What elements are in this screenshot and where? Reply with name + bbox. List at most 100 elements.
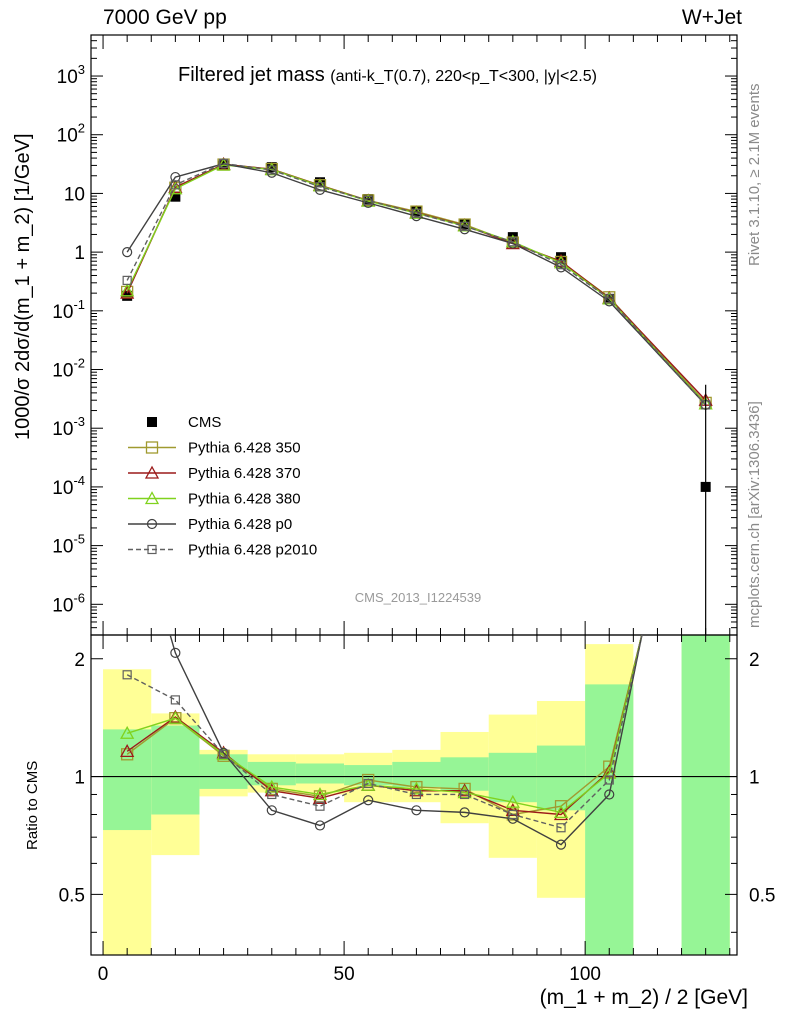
ratio-plot-frame — [90, 634, 738, 956]
ratio-point — [505, 794, 520, 808]
main-y-tick-label: 10-4 — [52, 473, 85, 499]
legend-marker — [144, 491, 160, 505]
ratio-point — [314, 820, 326, 831]
x-tick-label: 50 — [334, 964, 355, 985]
inner-band-bin — [585, 684, 634, 955]
main-y-tick-label: 10-1 — [52, 297, 85, 323]
ratio-series-line — [126, 635, 643, 814]
ratio-point — [505, 802, 520, 816]
ratio-y-tick-label: 0.5 — [749, 885, 775, 906]
main-y-tick-label: 10-2 — [52, 356, 85, 382]
ratio-point — [218, 749, 229, 759]
main-y-tick-label: 10-6 — [52, 590, 85, 616]
data-point — [120, 283, 135, 297]
series-5 — [122, 158, 711, 410]
plot-title-sub: (anti-k_T(0.7), 220<p_T<300, |y|<2.5) — [330, 68, 597, 85]
ratio-point — [315, 801, 325, 811]
data-point — [266, 162, 277, 173]
ratio-point — [264, 779, 279, 793]
inner-band-bin — [488, 752, 537, 803]
header-right-label: W+Jet — [681, 6, 742, 29]
main-y-tick-label: 103 — [57, 62, 85, 88]
ratio-point — [363, 795, 374, 806]
ratio-point — [508, 809, 518, 820]
ratio-point — [120, 725, 135, 739]
ratio-point — [312, 790, 328, 804]
legend-marker — [146, 518, 158, 530]
ratio-point — [604, 775, 614, 785]
ratio-y-tick-label: 2 — [74, 650, 85, 671]
ratio-point — [411, 789, 422, 800]
series-line — [126, 163, 707, 406]
series-line — [126, 162, 707, 406]
series-line — [126, 163, 707, 401]
inner-band-bin — [344, 765, 393, 786]
ratio-series-line — [126, 635, 643, 829]
ratio-point — [312, 787, 328, 801]
uncertainty-bands — [103, 635, 730, 955]
ratio-series-line — [169, 635, 643, 846]
series-1 — [121, 158, 712, 410]
ratio-point — [604, 789, 615, 800]
ratio-point — [168, 710, 183, 724]
analysis-id-label: CMS_2013_I1224539 — [354, 590, 482, 605]
tick-exponent: -4 — [73, 473, 85, 488]
inner-band-bin — [151, 725, 200, 815]
data-point — [508, 237, 518, 247]
legend-marker — [147, 417, 157, 427]
plot-title: Filtered jet mass (anti-k_T(0.7), 220<p_… — [178, 64, 597, 87]
series-line — [126, 163, 707, 404]
tick-exponent: -3 — [73, 414, 85, 429]
data-point — [363, 195, 373, 206]
inner-band-bin — [295, 763, 345, 784]
data-point — [218, 158, 229, 168]
plot-title-main: Filtered jet mass — [178, 64, 325, 86]
data-point — [315, 182, 325, 192]
data-point — [363, 194, 374, 205]
main-y-tick-label: 10 — [64, 184, 85, 205]
ratio-point — [556, 823, 566, 833]
data-point — [460, 221, 470, 231]
ratio-y-tick-label: 2 — [749, 650, 760, 671]
x-axis-label: (m_1 + m_2) / 2 [GeV] — [539, 986, 748, 1009]
ratio-point — [555, 839, 567, 850]
ratio-point — [553, 807, 569, 821]
ratio-point — [457, 785, 472, 799]
ratio-series-line — [126, 635, 643, 816]
main-y-tick-label: 1 — [74, 243, 85, 264]
tick-exponent: -2 — [73, 356, 85, 371]
x-tick-label: 100 — [569, 964, 601, 985]
tick-exponent: -6 — [73, 590, 85, 605]
main-y-tick-label: 10-3 — [52, 414, 85, 440]
legend-entry-label: Pythia 6.428 380 — [188, 491, 301, 508]
tick-exponent: -1 — [73, 297, 85, 312]
series-2 — [120, 156, 713, 406]
ratio-point — [170, 647, 181, 659]
legend-entry-label: CMS — [188, 414, 221, 431]
data-point — [122, 247, 133, 258]
legend-entry-label: Pythia 6.428 350 — [188, 440, 301, 457]
data-point — [170, 180, 180, 190]
data-point — [411, 208, 422, 218]
ratio-point — [170, 695, 180, 705]
data-point — [267, 165, 277, 175]
data-point — [170, 171, 181, 183]
ratio-point — [553, 805, 569, 819]
legend-marker — [145, 441, 159, 454]
ratio-point — [363, 778, 373, 789]
tick-exponent: 2 — [78, 121, 85, 136]
data-point — [604, 294, 614, 304]
ratio-y-tick-label: 1 — [74, 768, 85, 789]
series-4 — [122, 158, 711, 410]
data-point — [556, 260, 566, 270]
ratio-point — [266, 805, 277, 816]
ratio-point — [409, 781, 424, 795]
tick-exponent: 3 — [78, 62, 85, 77]
legend-entry-label: Pythia 6.428 p2010 — [188, 542, 317, 559]
legend-entry-label: Pythia 6.428 370 — [188, 465, 301, 482]
ratio-y-tick-label: 0.5 — [59, 885, 85, 906]
header-left-label: 7000 GeV pp — [103, 6, 227, 29]
data-point — [120, 285, 135, 299]
ratio-series-line — [126, 635, 643, 816]
